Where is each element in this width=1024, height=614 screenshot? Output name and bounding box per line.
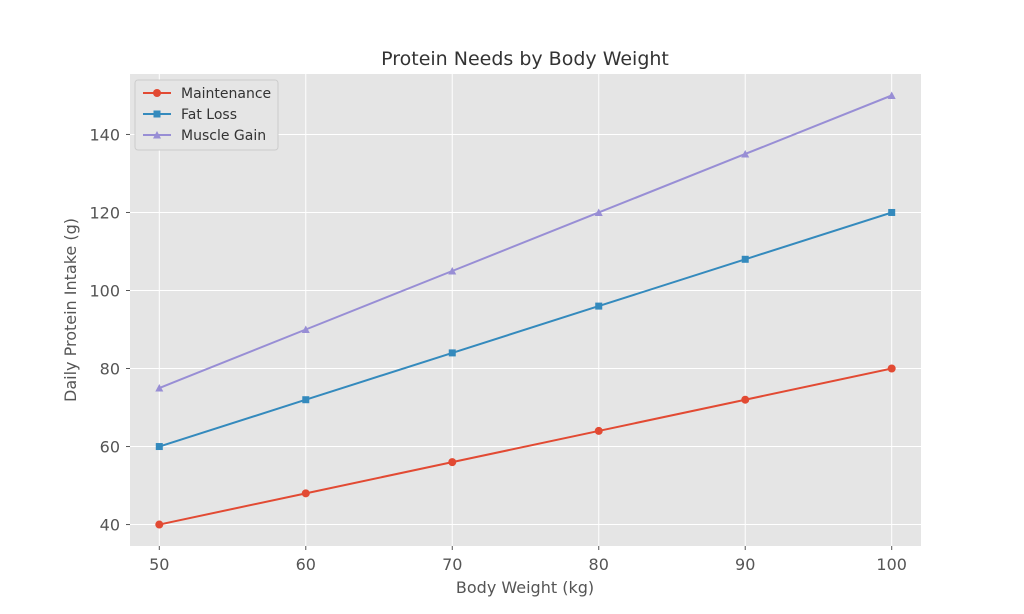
grid [130, 74, 921, 546]
legend-item-muscle-gain: Muscle Gain [143, 128, 266, 144]
y-tick-label: 100 [89, 281, 120, 300]
data-point [155, 443, 163, 451]
data-point [888, 208, 896, 216]
series-layer [155, 91, 896, 529]
data-point [887, 364, 896, 373]
legend-label-maintenance: Maintenance [181, 86, 271, 102]
data-point [155, 520, 164, 529]
series-line-maintenance [159, 367, 892, 526]
series-muscle-gain [155, 91, 896, 392]
legend-label-fat-loss: Fat Loss [181, 107, 237, 123]
series-line-muscle-gain [158, 94, 893, 389]
data-point [594, 426, 603, 435]
legend-marker-maintenance [153, 89, 161, 97]
y-tick-label: 40 [100, 516, 120, 535]
x-tick-label: 90 [735, 555, 755, 574]
series-maintenance [155, 364, 896, 529]
data-point [301, 489, 310, 498]
legend-marker-fat-loss [153, 110, 161, 118]
y-axis-label: Daily Protein Intake (g) [61, 218, 80, 402]
y-tick-label: 60 [100, 438, 120, 457]
series-line-fat-loss [158, 211, 893, 448]
legend-item-maintenance: Maintenance [143, 86, 271, 102]
legend-box [134, 79, 279, 151]
data-point [595, 302, 603, 310]
x-tick-label: 70 [442, 555, 462, 574]
y-tick-label: 120 [89, 203, 120, 222]
chart-title: Protein Needs by Body Weight [381, 48, 669, 70]
data-point [301, 325, 310, 334]
data-point [741, 255, 749, 263]
data-point [448, 458, 457, 467]
x-tick-label: 50 [149, 555, 169, 574]
series-fat-loss [155, 208, 896, 451]
y-axis-ticks: 40 60 80 100 120 140 [89, 125, 130, 535]
x-axis-label: Body Weight (kg) [456, 578, 594, 597]
data-point [155, 384, 164, 392]
y-tick-label: 80 [100, 360, 120, 379]
legend-marker-muscle-gain [153, 131, 161, 139]
x-tick-label: 100 [876, 555, 907, 574]
legend-label-muscle-gain: Muscle Gain [181, 128, 266, 144]
legend-item-fat-loss: Fat Loss [143, 107, 237, 123]
data-point [448, 266, 457, 275]
x-axis-ticks: 50 60 70 80 90 100 [149, 546, 907, 574]
y-tick-label: 140 [89, 125, 120, 144]
legend: Maintenance Fat Loss Muscle Gain [134, 79, 279, 151]
data-point [302, 396, 310, 404]
data-point [887, 91, 896, 99]
x-tick-label: 60 [296, 555, 316, 574]
data-point [741, 395, 750, 404]
data-point [448, 349, 456, 357]
data-point [741, 149, 750, 158]
x-tick-label: 80 [589, 555, 609, 574]
plot-area [130, 74, 921, 546]
data-point [594, 208, 603, 216]
